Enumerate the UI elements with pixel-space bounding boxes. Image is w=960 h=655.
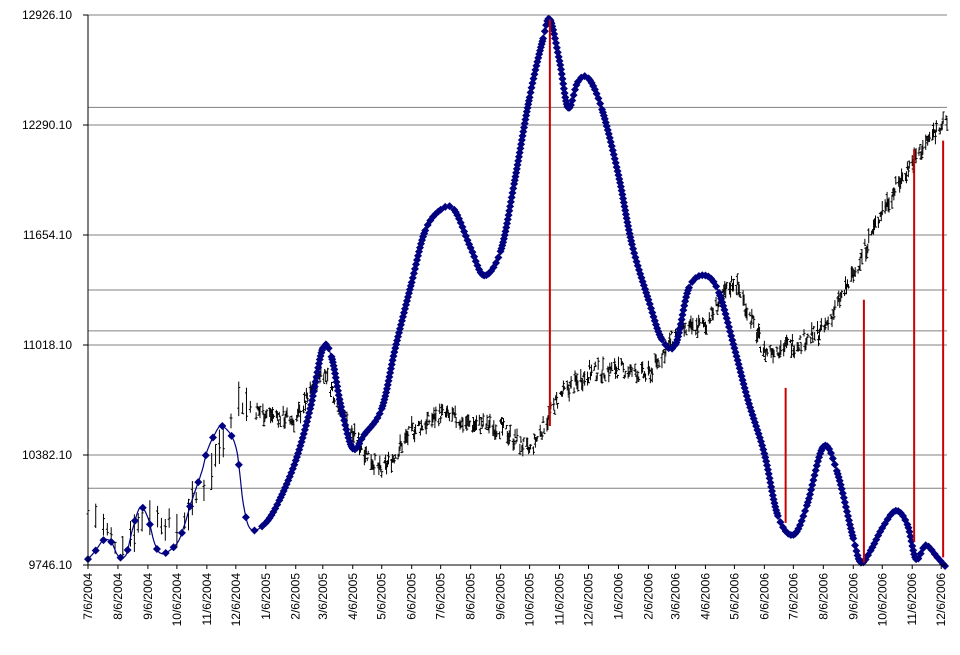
x-tick-label: 10/6/2004	[170, 573, 184, 627]
x-tick-label: 5/6/2006	[727, 573, 741, 620]
wave-point	[227, 431, 236, 440]
wave-series	[84, 14, 950, 571]
wave-point	[130, 516, 139, 525]
wave-point	[145, 520, 154, 529]
x-tick-label: 12/6/2004	[229, 573, 243, 627]
wave-point	[506, 197, 515, 206]
wave-point	[685, 283, 694, 292]
y-tick-label: 12290.10	[22, 118, 72, 132]
wave-point	[558, 74, 567, 83]
x-tick-label: 7/6/2006	[786, 573, 800, 620]
wave-point	[250, 526, 259, 535]
wave-point	[532, 61, 541, 70]
wave-point	[851, 541, 860, 550]
x-tick-label: 12/6/2006	[934, 573, 948, 627]
wave-point	[557, 70, 566, 79]
wave-point	[494, 253, 503, 262]
x-tick-label: 6/6/2005	[405, 573, 419, 620]
wave-point	[559, 79, 568, 88]
x-tick-label: 8/6/2006	[816, 573, 830, 620]
wave-point	[941, 562, 950, 571]
wave-point	[107, 537, 116, 546]
x-tick-label: 7/6/2005	[434, 573, 448, 620]
x-tick-label: 1/6/2005	[259, 573, 273, 620]
wave-point	[234, 460, 243, 469]
wave-point	[201, 451, 210, 460]
wave-point	[540, 27, 549, 36]
wave-point	[138, 503, 147, 512]
x-tick-label: 5/6/2005	[375, 573, 389, 620]
x-tick-label: 10/6/2006	[875, 573, 889, 627]
x-tick-label: 9/6/2006	[846, 573, 860, 620]
wave-point	[152, 544, 161, 553]
x-tick-label: 4/6/2005	[346, 573, 360, 620]
x-tick-label: 11/6/2006	[905, 573, 919, 626]
x-axis-tick-labels: 7/6/2004 8/6/2004 9/6/2004 10/6/2004 11/6/20…	[81, 573, 948, 627]
wave-point	[830, 460, 839, 469]
wave-point	[324, 344, 333, 353]
y-tick-label: 11018.10	[23, 338, 72, 352]
wave-point	[602, 122, 611, 131]
wave-point	[894, 507, 903, 516]
y-tick-label: 11654.10	[23, 228, 72, 242]
x-tick-label: 1/6/2006	[611, 573, 625, 620]
x-tick-label: 3/6/2005	[316, 573, 330, 620]
wave-point	[208, 433, 217, 442]
x-tick-label: 11/6/2005	[553, 573, 567, 626]
wave-point	[445, 202, 454, 211]
x-tick-label: 2/6/2005	[289, 573, 303, 620]
wave-point	[194, 478, 203, 487]
wave-point	[169, 543, 178, 552]
x-tick-label: 2/6/2006	[641, 573, 655, 620]
axes	[87, 15, 947, 566]
vertical-markers	[548, 19, 945, 563]
wave-point	[218, 421, 227, 430]
wave-point	[123, 546, 132, 555]
wave-point	[539, 34, 548, 43]
wave-point	[241, 513, 250, 522]
x-tick-label: 7/6/2004	[81, 573, 95, 620]
wave-point	[569, 91, 578, 100]
wave-point	[177, 528, 186, 537]
x-tick-label: 9/6/2005	[494, 573, 508, 620]
x-tick-label: 12/6/2005	[582, 573, 596, 627]
wave-point	[849, 534, 858, 543]
y-tick-label: 9746.10	[29, 558, 73, 572]
grid-lines	[83, 14, 947, 569]
wave-point	[773, 511, 782, 520]
x-tick-label: 9/6/2004	[141, 573, 155, 620]
wave-point	[842, 507, 851, 516]
wave-line	[87, 18, 946, 567]
wave-point	[828, 454, 837, 463]
x-tick-label: 4/6/2006	[698, 573, 712, 620]
x-tick-label: 3/6/2006	[668, 573, 682, 620]
x-tick-label: 8/6/2004	[111, 573, 125, 620]
x-tick-label: 11/6/2004	[200, 573, 214, 626]
wave-point	[116, 553, 125, 562]
y-tick-label: 10382.10	[22, 448, 72, 462]
wave-point	[468, 248, 477, 257]
wave-point	[161, 549, 170, 558]
wave-point	[186, 502, 195, 511]
x-tick-label: 6/6/2006	[757, 573, 771, 620]
wave-point	[99, 536, 108, 545]
y-axis-tick-labels: 12926.10 12290.10 11654.10 11018.10 10382.10…	[22, 8, 72, 572]
wave-point	[712, 282, 721, 291]
y-tick-label: 12926.10	[22, 8, 72, 22]
x-tick-label: 8/6/2005	[464, 573, 478, 620]
wave-point	[657, 335, 666, 344]
wave-point	[91, 546, 100, 555]
price-series	[86, 111, 949, 559]
x-tick-label: 10/6/2005	[523, 573, 537, 627]
